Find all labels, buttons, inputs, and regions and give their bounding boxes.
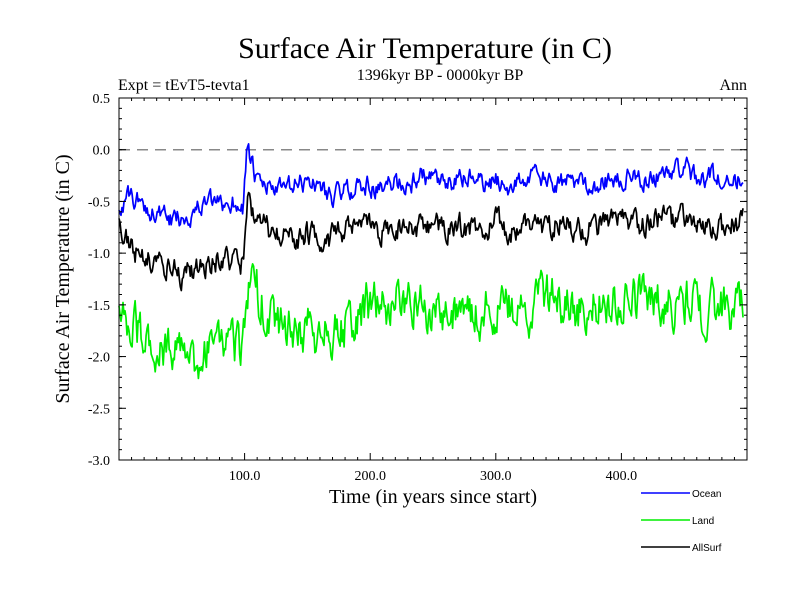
plot-frame (118, 97, 748, 461)
y-tick-label: -2.5 (88, 402, 110, 417)
legend-label-allsurf: AllSurf (692, 543, 722, 554)
x-axis-title: Time (in years since start) (329, 486, 537, 508)
series-line-ocean (118, 143, 744, 229)
series-line-land (118, 263, 744, 380)
experiment-label: Expt = tEvT5-tevta1 (118, 77, 250, 94)
y-tick-label: -1.0 (88, 247, 110, 262)
series-line-allsurf (118, 191, 744, 292)
x-tick-label: 300.0 (480, 469, 512, 484)
legend: Ocean Land AllSurf (641, 489, 722, 554)
x-tick-label: 100.0 (229, 469, 261, 484)
y-tick-label: -2.0 (88, 351, 110, 366)
y-tick-label: -3.0 (88, 454, 110, 469)
x-tick-label: 400.0 (606, 469, 638, 484)
chart-title: Surface Air Temperature (in C) (238, 32, 612, 65)
plot-area (118, 143, 747, 380)
x-tick-label: 200.0 (354, 469, 386, 484)
legend-label-ocean: Ocean (692, 489, 721, 500)
y-tick-label: -0.5 (88, 195, 110, 210)
y-tick-label: 0.0 (93, 144, 111, 159)
y-axis-title: Surface Air Temperature (in C) (52, 154, 74, 403)
legend-label-land: Land (692, 516, 714, 527)
y-tick-label: -1.5 (88, 299, 110, 314)
chart-subtitle: 1396kyr BP - 0000kyr BP (357, 67, 524, 84)
y-tick-label: 0.5 (93, 92, 111, 107)
season-label: Ann (719, 77, 747, 94)
axes: -3.0 -2.5 -2.0 -1.5 -1.0 -0.5 0.0 0.5 100.0 200.0… (88, 92, 748, 484)
